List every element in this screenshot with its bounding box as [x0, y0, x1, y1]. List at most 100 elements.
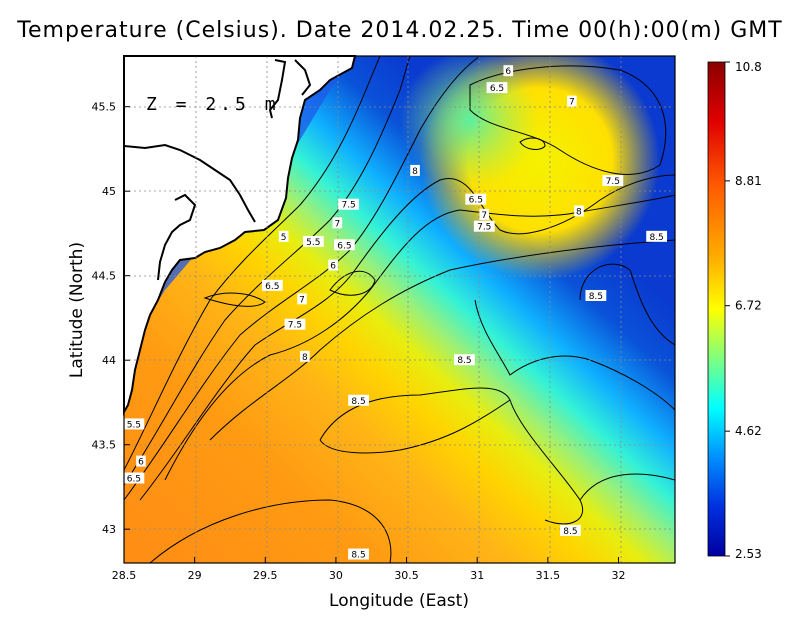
contour-line [203, 292, 266, 307]
contour-label: 7.5 [606, 177, 620, 187]
x-tick-label: 30.5 [394, 569, 419, 582]
contour-line [319, 399, 511, 454]
coastline-inner [294, 59, 312, 96]
gridlines [124, 56, 675, 563]
contour-label-bg [334, 239, 355, 251]
colorbar-tick-label: 8.81 [735, 174, 762, 188]
contour-label-bg [602, 175, 624, 187]
contour-label: 8.5 [649, 233, 663, 243]
contour-label-bg [261, 279, 283, 291]
contour-label-bg [585, 289, 607, 301]
contour-line [579, 263, 675, 346]
contour-line [124, 56, 381, 471]
contour-line [209, 239, 675, 441]
coastline-inner [123, 143, 256, 223]
x-tick-label: 31 [470, 569, 484, 582]
land-mass [123, 55, 357, 416]
contour-label: 6.5 [337, 241, 351, 251]
colorbar [707, 61, 726, 557]
coastline-inner [157, 193, 197, 281]
contour-label-bg [560, 524, 581, 536]
contour-label-bg [136, 455, 146, 467]
contour-label: 7.5 [341, 201, 355, 211]
contour-label: 7.5 [477, 223, 491, 233]
x-tick-label: 32 [611, 569, 625, 582]
contour-label: 7.5 [288, 321, 302, 331]
x-tick-label: 29 [188, 569, 202, 582]
contour-label: 7 [569, 98, 575, 108]
contour-label: 7 [299, 295, 305, 305]
x-axis-ticks: 28.5 29 29.5 30 30.5 31 31.5 32 [112, 557, 625, 582]
y-tick-label: 44.5 [92, 270, 117, 283]
y-axis-label: Latitude (North) [67, 242, 87, 378]
contour-label-bg [300, 350, 310, 362]
x-tick-label: 31.5 [536, 569, 561, 582]
contour-line [124, 56, 481, 501]
contour-label: 6 [138, 458, 144, 468]
plot-frame [123, 55, 676, 564]
contour-line [319, 387, 583, 525]
contour-label: 5 [281, 233, 287, 243]
contour-line [579, 473, 675, 501]
contour-label-bg [567, 95, 577, 107]
coastline-inner [268, 59, 287, 119]
contour-label: 8 [576, 207, 582, 217]
contour-label-bg [348, 548, 369, 560]
colorbar-tick-label: 2.53 [735, 547, 762, 561]
contour-label-bg [278, 230, 289, 242]
contour-line [124, 56, 411, 486]
contour-line [139, 174, 675, 501]
x-tick-label: 29.5 [253, 569, 278, 582]
coastline [123, 55, 357, 416]
y-tick-label: 44 [102, 354, 116, 367]
contour-label: 8.5 [351, 551, 365, 561]
contour-label-bg [123, 418, 145, 430]
contour-label-bg [574, 205, 584, 217]
contour-line [329, 270, 376, 296]
depth-label: Z = 2.5 m [146, 94, 280, 115]
contour-label: 6.5 [127, 475, 141, 485]
contour-label-bg [328, 259, 338, 271]
y-axis-ticks: 43 43.5 44 44.5 45 45.5 [92, 101, 130, 536]
contour-label: 8 [302, 353, 308, 363]
contour-label-bg [465, 193, 487, 205]
contour-label: 6.5 [490, 84, 504, 94]
contour-label-bg [332, 217, 343, 229]
x-axis-label: Longitude (East) [329, 591, 469, 611]
contour-label: 7 [481, 211, 487, 221]
map-title: Temperature (Celsius). Date 2014.02.25. … [17, 18, 783, 43]
x-tick-label: 28.5 [112, 569, 137, 582]
contour-label: 8.5 [457, 356, 471, 366]
contour-label-bg [486, 82, 508, 94]
contour-label-bg [284, 318, 306, 330]
contour-label-bg [297, 293, 307, 305]
contour-label: 6 [505, 67, 511, 77]
contour-label-bg [348, 394, 369, 406]
contour-label: 8.5 [351, 397, 365, 407]
colorbar-tick-label: 4.62 [735, 424, 762, 438]
contour-label-bg [503, 65, 514, 77]
contour-line [469, 65, 667, 175]
contour-label-bg [646, 230, 668, 242]
colorbar-labels: 10.8 8.81 6.72 4.62 2.53 [725, 60, 762, 561]
colorbar-tick-label: 10.8 [735, 60, 762, 74]
contour-label-bg [123, 472, 145, 484]
x-tick-label: 30 [329, 569, 343, 582]
contour-label-bg [454, 354, 475, 366]
contour-label: 6.5 [469, 196, 483, 206]
contour-label: 5.5 [306, 238, 320, 248]
contour-label: 7 [334, 219, 340, 229]
contour-label: 8.5 [589, 292, 603, 302]
contour-line [474, 299, 675, 411]
contour-label-bg [410, 164, 420, 176]
cool-patch [400, 56, 560, 196]
contour-label-bg [302, 235, 324, 247]
contour-label: 5.5 [127, 420, 141, 430]
contour-label-bg [338, 198, 360, 210]
contour-label-bg [473, 220, 495, 232]
y-tick-label: 43.5 [92, 439, 117, 452]
contour-label: 6 [330, 262, 336, 272]
contour-label-bg [479, 208, 490, 220]
